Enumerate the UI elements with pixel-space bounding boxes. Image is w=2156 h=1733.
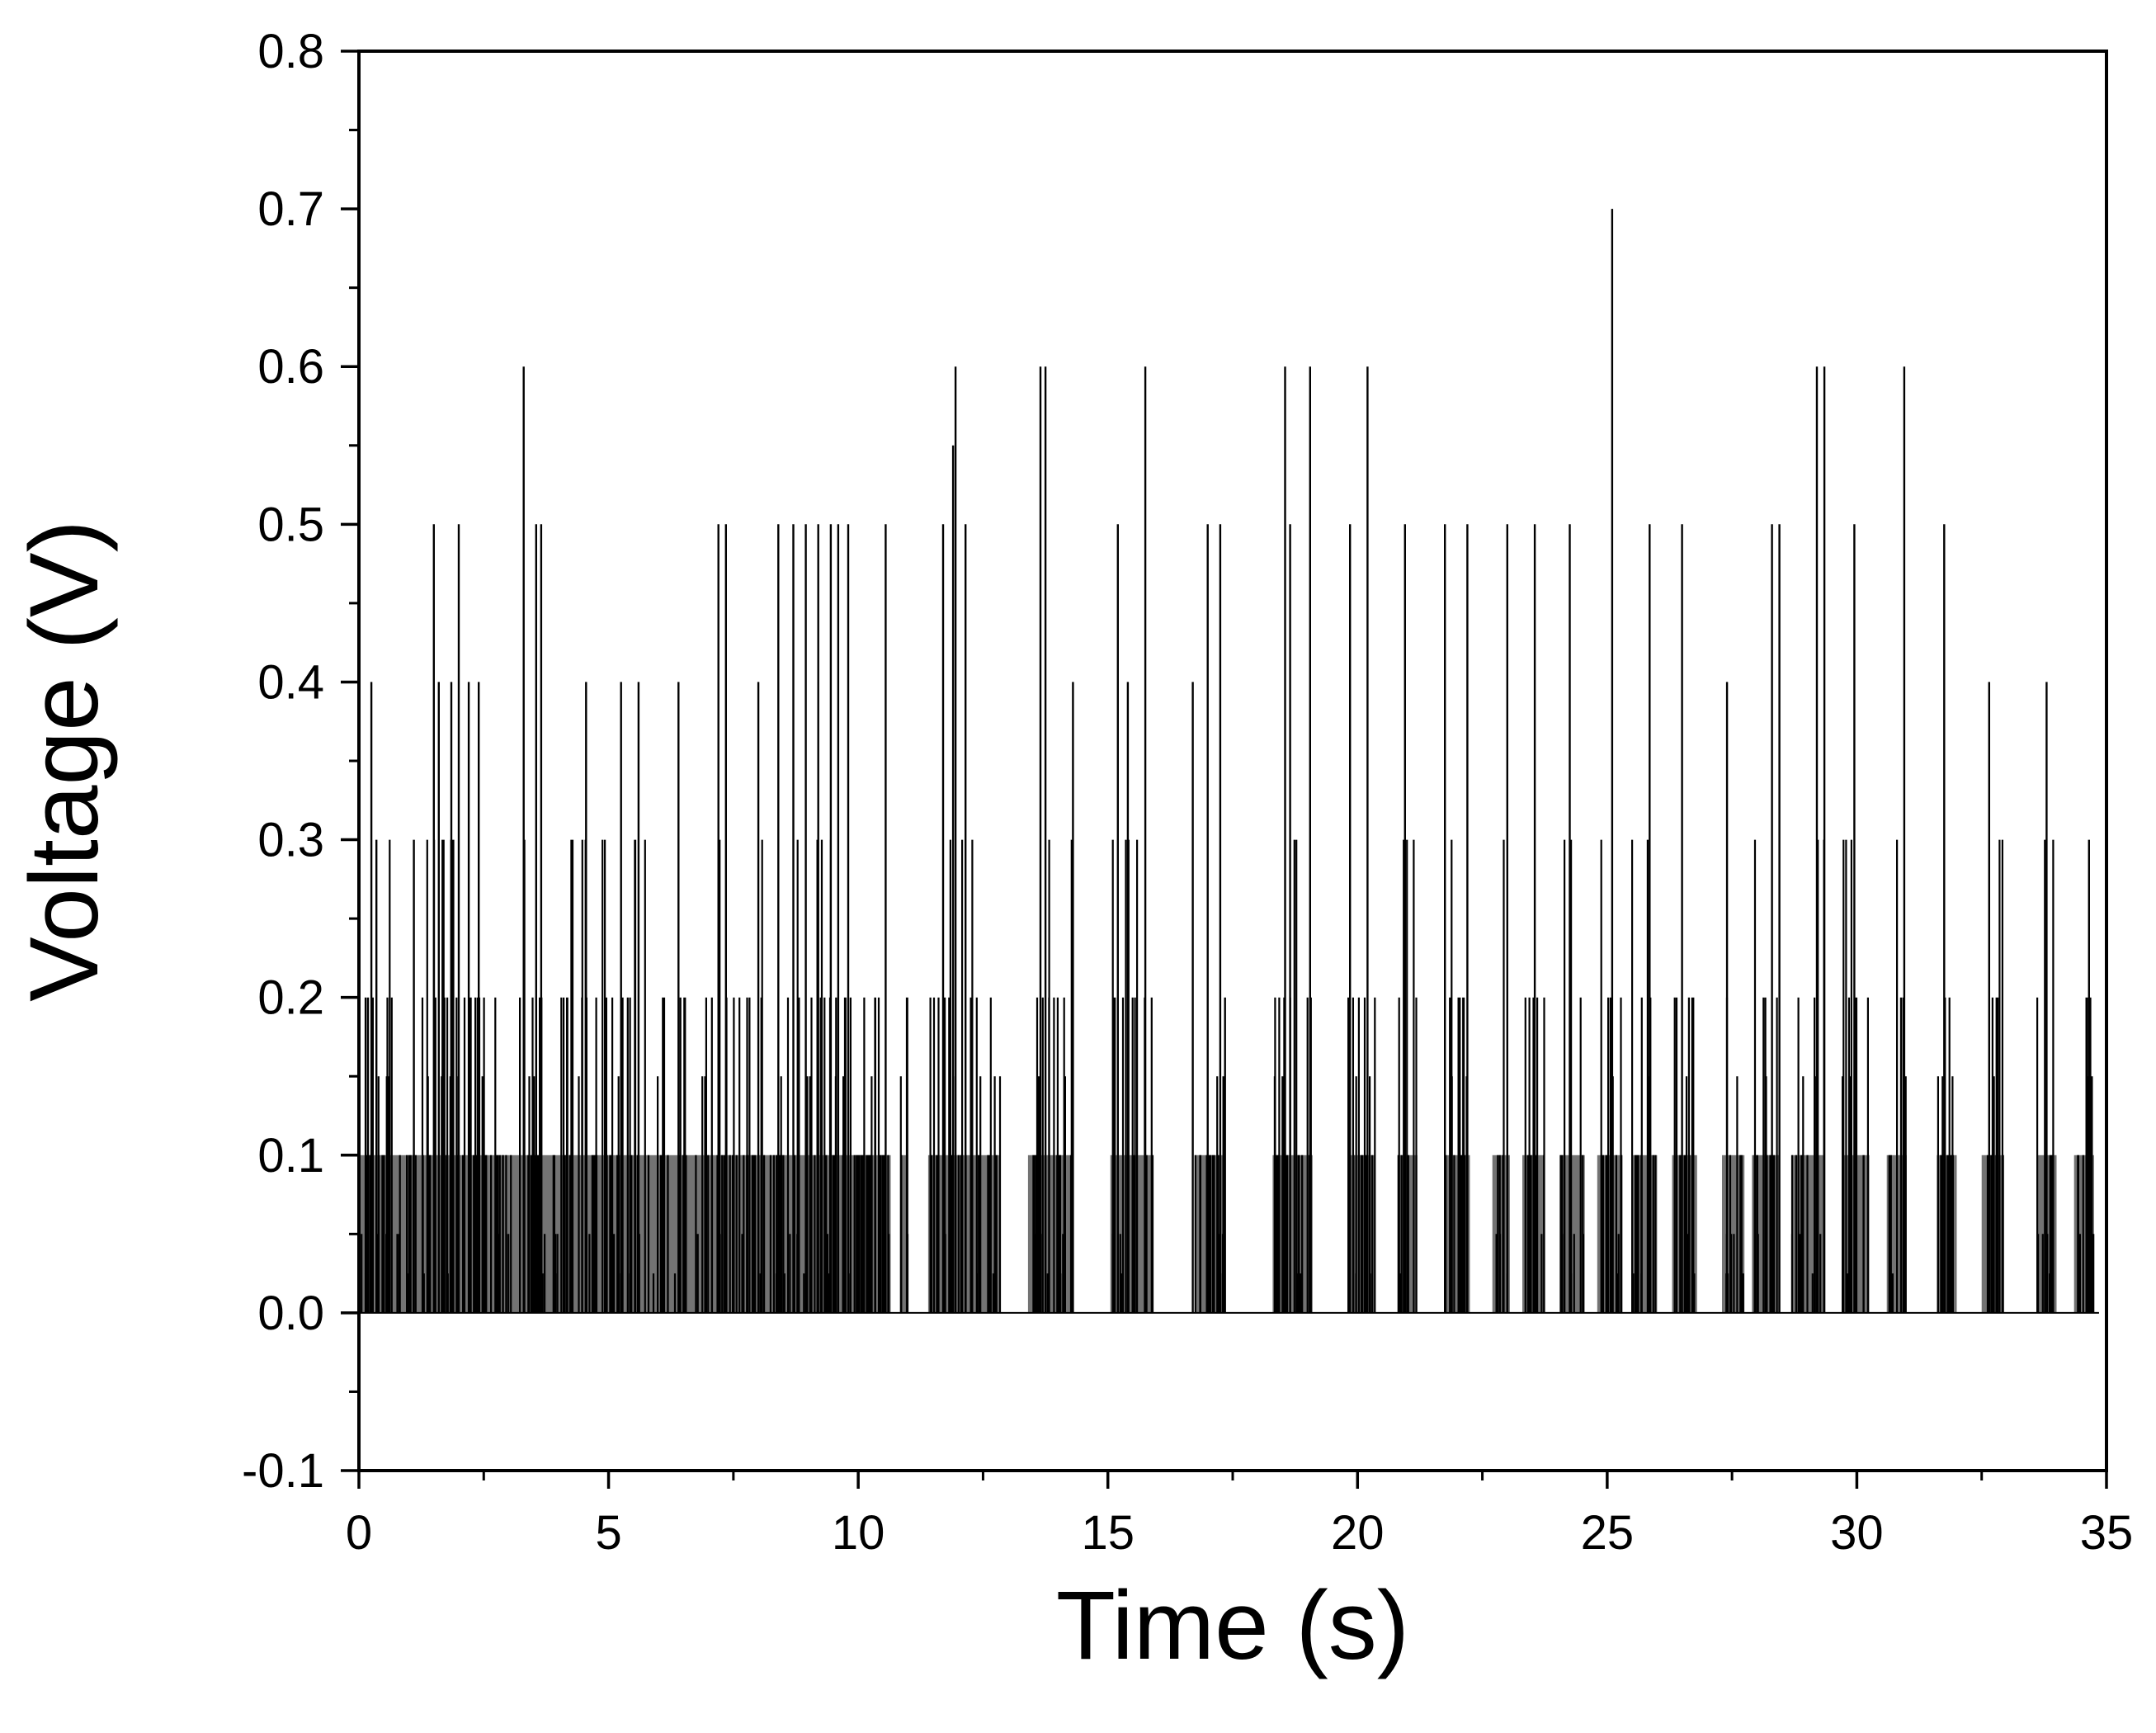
burst-spikes-13 bbox=[1600, 839, 1623, 1313]
burst-spikes-12 bbox=[1559, 839, 1584, 1313]
x-tick-label: 10 bbox=[832, 1506, 885, 1560]
labels-layer: Time (s) Voltage (V) 0 5 10 15 20 25 30 35 -0.1 0… bbox=[10, 25, 2133, 1680]
y-tick-label: 0.7 bbox=[257, 182, 324, 236]
data-layer bbox=[358, 209, 2099, 1314]
burst-spikes-24 bbox=[2077, 997, 2095, 1313]
burst-spikes-8 bbox=[1397, 839, 1418, 1313]
x-tick-label: 30 bbox=[1830, 1506, 1884, 1560]
y-tick-label: 0.1 bbox=[257, 1129, 324, 1183]
y-tick-label: 0.4 bbox=[257, 655, 324, 709]
x-axis-title: Time (s) bbox=[1056, 1571, 1409, 1680]
y-tick-label: 0.6 bbox=[257, 340, 324, 394]
x-tick-label: 0 bbox=[346, 1506, 372, 1560]
y-tick-label: 0.8 bbox=[257, 25, 324, 78]
burst-spikes-1 bbox=[899, 997, 909, 1313]
burst-spikes-15 bbox=[1673, 997, 1696, 1313]
y-tick-label: 0.2 bbox=[257, 971, 324, 1025]
axes-layer bbox=[341, 50, 2108, 1489]
y-tick-label: 0.3 bbox=[257, 814, 324, 867]
burst-spikes-22 bbox=[1986, 839, 2004, 1313]
x-tick-label: 35 bbox=[2080, 1506, 2134, 1560]
burst-spikes-7 bbox=[1347, 997, 1376, 1313]
y-axis-title: Voltage (V) bbox=[10, 520, 119, 1002]
burst-spikes-17 bbox=[1753, 839, 1778, 1313]
x-tick-label: 25 bbox=[1581, 1506, 1635, 1560]
burst-spikes-21 bbox=[1937, 997, 1954, 1313]
x-tick-label: 15 bbox=[1081, 1506, 1135, 1560]
y-tick-label: -0.1 bbox=[242, 1444, 324, 1498]
x-tick-label: 5 bbox=[595, 1506, 621, 1560]
burst-spikes-4 bbox=[1111, 839, 1154, 1313]
y-tick-label: 0.5 bbox=[257, 498, 324, 551]
x-tick-label: 20 bbox=[1331, 1506, 1385, 1560]
burst-body-1 bbox=[900, 1155, 908, 1313]
y-tick-label: 0.0 bbox=[257, 1287, 324, 1340]
